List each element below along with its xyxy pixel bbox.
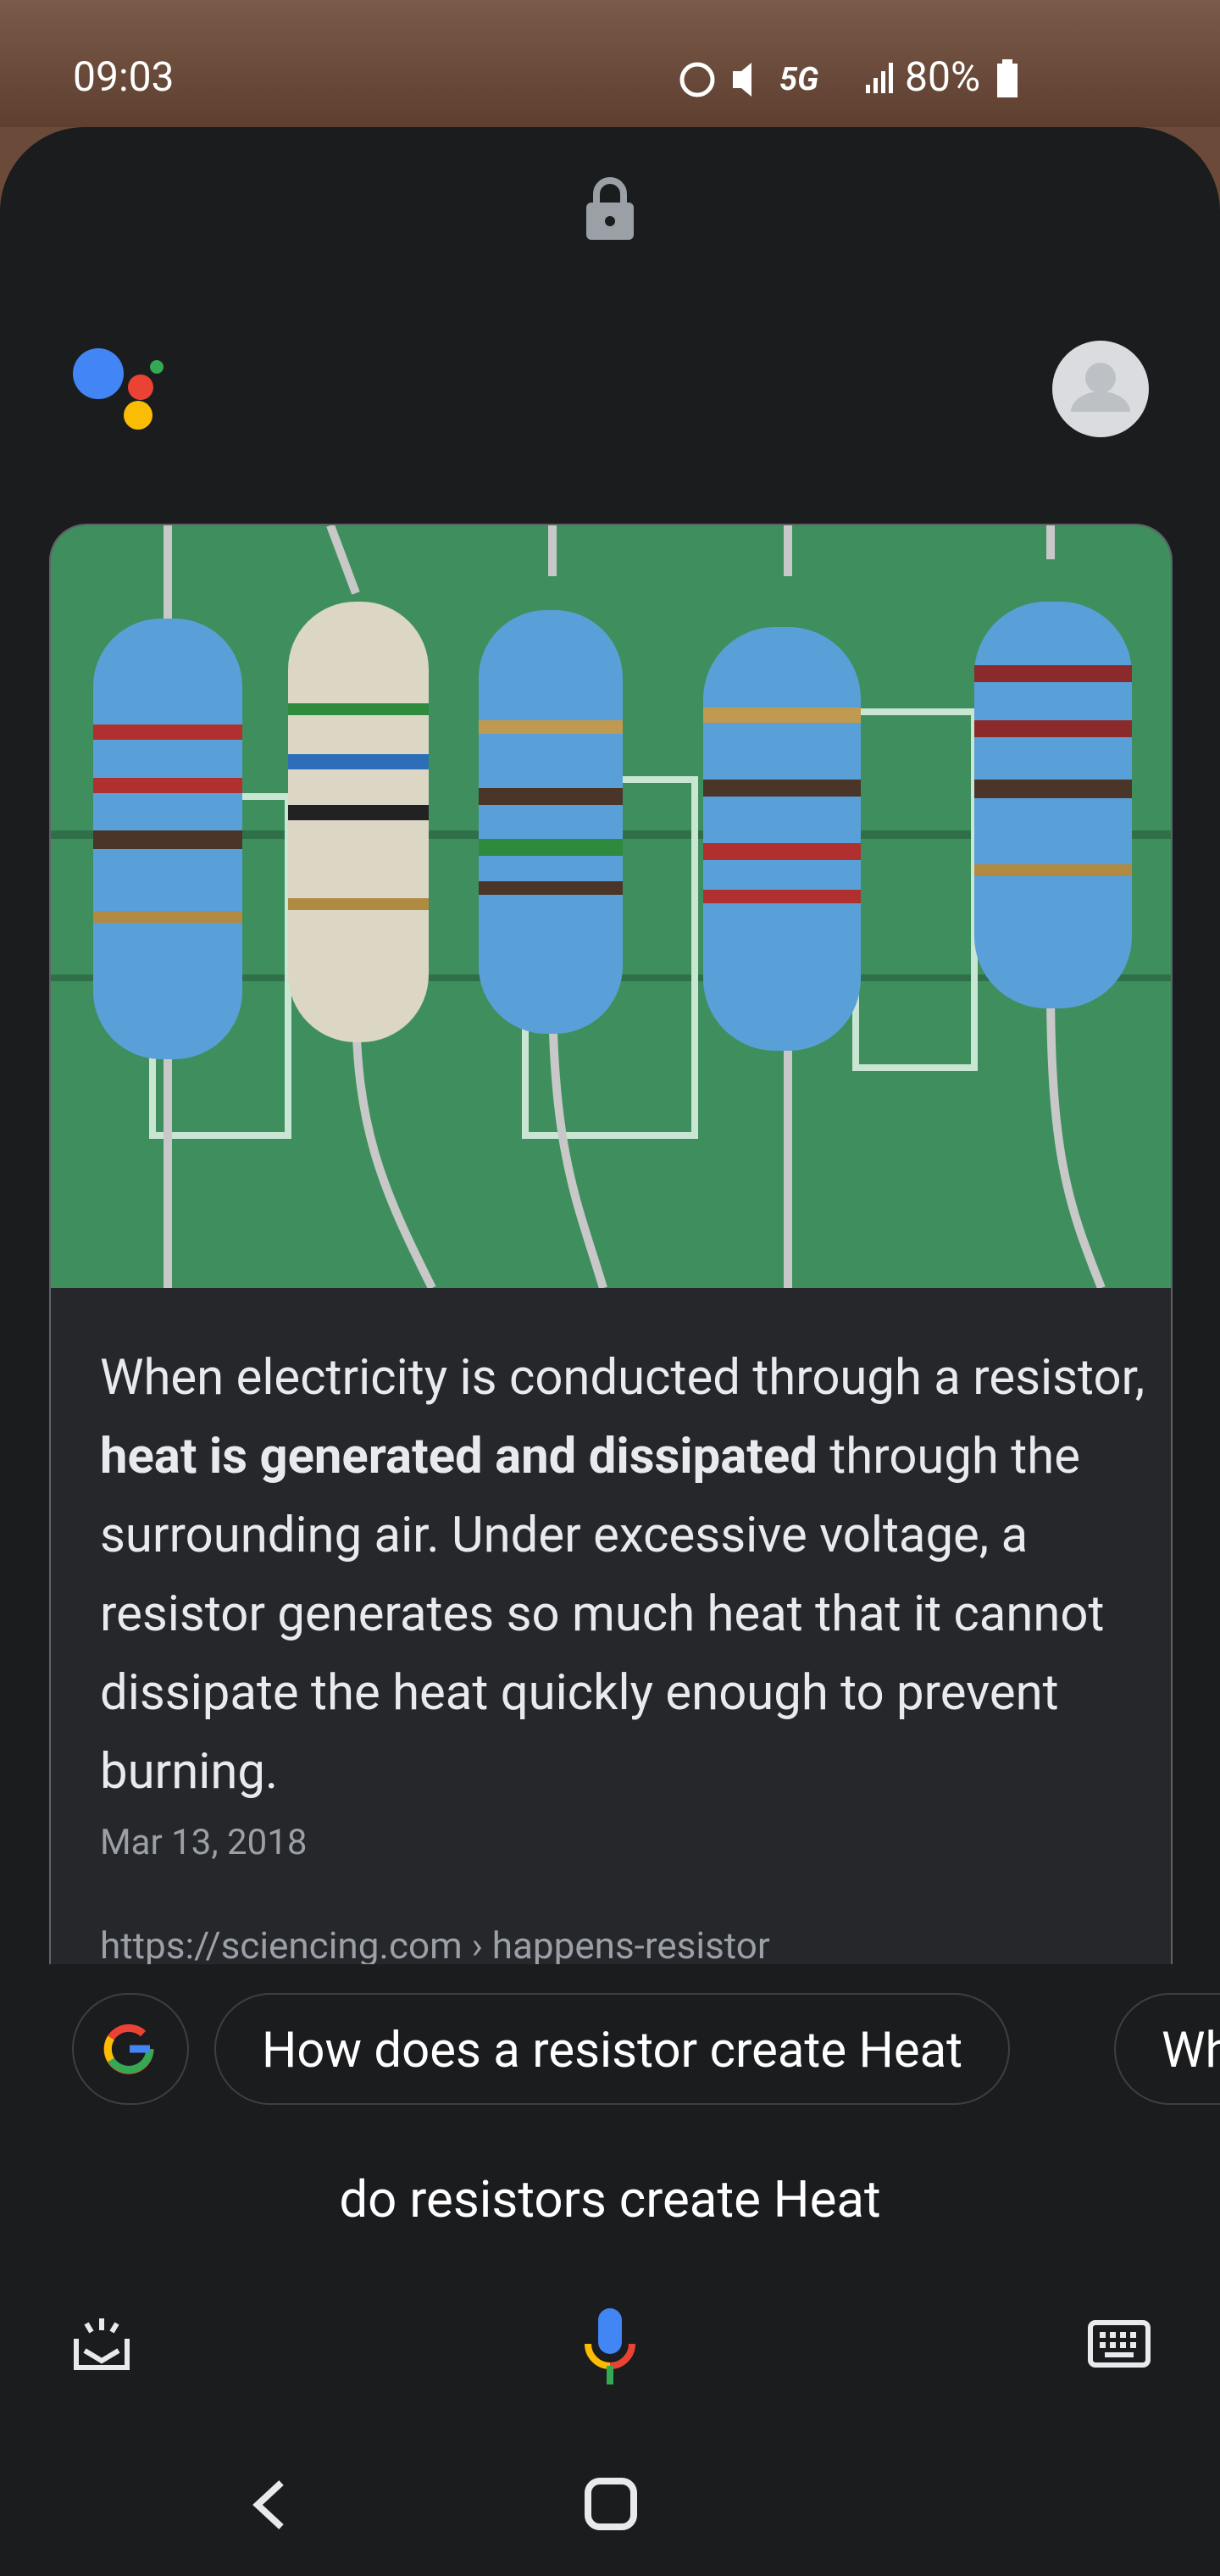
answer-highlight: heat is generated and dissipated [100, 1428, 818, 1485]
answer-text-part: When electricity is conducted through a … [100, 1349, 1145, 1407]
battery-icon [997, 59, 1018, 97]
home-button[interactable] [585, 2478, 637, 2530]
signal [866, 63, 893, 93]
answer-card[interactable]: When electricity is conducted through a … [49, 524, 1173, 1966]
suggestion-chip[interactable]: How does a resistor create Heat [214, 1993, 1011, 2105]
battery-level: 80% [905, 53, 981, 101]
suggestion-chip[interactable]: Wh [1114, 1993, 1220, 2105]
lock-icon [586, 177, 634, 240]
clock: 09:03 [73, 53, 175, 101]
microphone[interactable] [583, 2305, 637, 2390]
status-bar: 09:03 5G 80% [0, 0, 1220, 127]
source-url[interactable]: https://sciencing.com › happens-resistor [100, 1924, 770, 1966]
assistant-logo [73, 348, 164, 430]
status-icons [679, 62, 751, 97]
account-avatar[interactable] [1052, 341, 1149, 437]
keyboard-icon[interactable] [1088, 2320, 1151, 2368]
lens-icon[interactable] [71, 2313, 132, 2374]
google-logo [103, 2024, 154, 2074]
answer-text: When electricity is conducted through a … [100, 1339, 1151, 1812]
bottom-panel [0, 1964, 1220, 2576]
google-search-chip[interactable] [72, 1993, 189, 2105]
resistor-image [51, 525, 1171, 1288]
answer-date: Mar 13, 2018 [100, 1822, 308, 1863]
navigation-bar [252, 2478, 637, 2530]
answer-text-part: through the surrounding air. Under exces… [100, 1428, 1105, 1801]
network: 5G [779, 61, 819, 98]
query-text: do resistors create Heat [339, 2169, 881, 2229]
back-button[interactable] [252, 2480, 284, 2529]
